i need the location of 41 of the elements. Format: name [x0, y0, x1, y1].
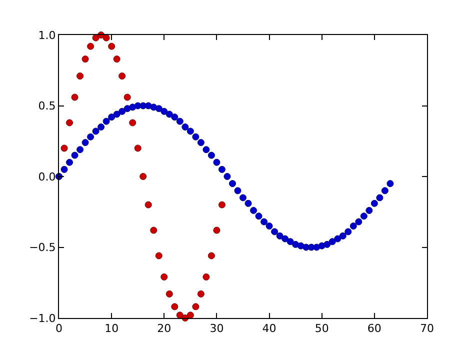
point	[160, 273, 168, 280]
x-tick-label: 0	[56, 322, 62, 336]
y-tick-label: 1.0	[38, 28, 56, 42]
point	[166, 290, 173, 298]
point	[82, 56, 89, 63]
x-tick-label: 40	[262, 322, 276, 336]
y-tick-label: −1.0	[29, 312, 56, 325]
x-tick-label: 10	[104, 322, 119, 336]
point	[150, 226, 158, 234]
point	[208, 252, 215, 260]
x-tick-label: 30	[210, 322, 224, 336]
point	[218, 201, 226, 208]
y-tick-label: 0.0	[38, 170, 56, 184]
point	[87, 42, 94, 50]
point	[140, 173, 147, 180]
y-tick-label: 0.5	[38, 100, 56, 113]
point	[197, 290, 204, 298]
y-tick-label: −0.5	[29, 241, 56, 254]
point	[176, 312, 184, 319]
point	[102, 34, 110, 42]
point	[124, 94, 131, 101]
point	[186, 312, 194, 319]
x-tick-label: 70	[420, 322, 434, 336]
point	[202, 273, 210, 280]
point	[60, 144, 68, 152]
point	[213, 226, 220, 234]
x-tick-label: 60	[367, 322, 382, 336]
point	[71, 94, 78, 101]
point	[134, 144, 142, 152]
point	[108, 42, 116, 50]
x-tick-label: 20	[157, 322, 172, 336]
point	[66, 119, 74, 126]
point	[76, 72, 84, 80]
point	[155, 252, 162, 260]
point	[171, 303, 178, 310]
point	[144, 201, 152, 208]
point	[129, 119, 136, 126]
point	[192, 303, 200, 310]
x-tick-label: 50	[314, 322, 329, 336]
point	[118, 72, 126, 80]
point	[113, 56, 120, 63]
